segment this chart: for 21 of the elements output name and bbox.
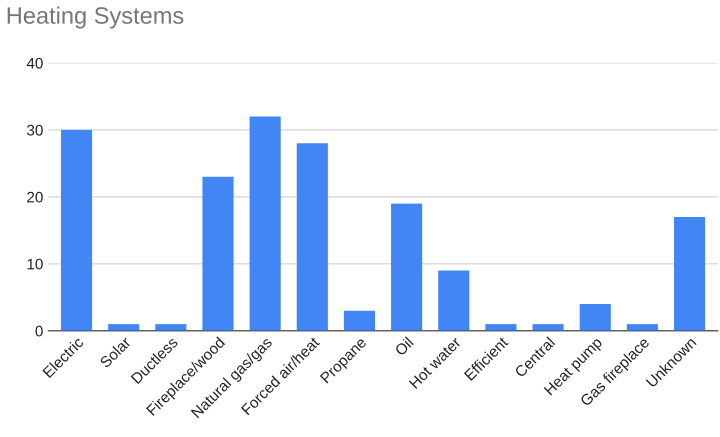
bar (674, 216, 706, 331)
bar (60, 130, 92, 331)
y-tick-label: 0 (35, 326, 43, 336)
bar (202, 176, 234, 331)
bar (626, 324, 658, 331)
x-tick-label: Oil (394, 336, 414, 356)
y-tick-label: 10 (28, 258, 43, 270)
bar (438, 270, 470, 331)
y-tick-label: 20 (27, 192, 43, 203)
bar (580, 304, 611, 331)
bar (391, 204, 422, 331)
bar (532, 324, 564, 331)
chart-title: Heating Systems (8, 6, 184, 29)
bar (296, 143, 328, 331)
y-tick-label: 30 (26, 124, 43, 136)
bar (155, 324, 186, 331)
bar (485, 324, 516, 331)
bar (250, 116, 281, 331)
bar (108, 324, 140, 331)
bar (344, 310, 376, 331)
y-tick-label: 40 (26, 58, 43, 69)
